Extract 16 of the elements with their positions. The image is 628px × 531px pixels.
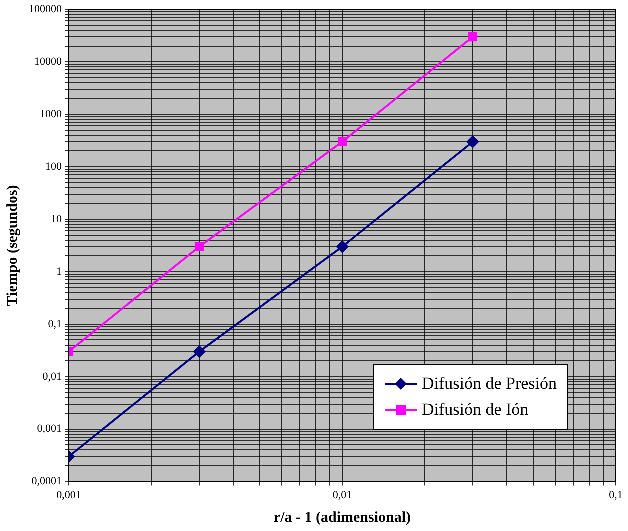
- y-tick-label: 1000: [40, 108, 62, 120]
- legend-label: Difusión de Presión: [422, 372, 557, 395]
- y-tick-label: 1: [56, 266, 62, 278]
- y-tick-label: 10000: [34, 56, 62, 68]
- x-tick-label: 0,01: [332, 489, 352, 502]
- y-tick-label: 10: [51, 213, 62, 226]
- y-tick-label: 100000: [29, 3, 62, 16]
- y-tick-label: 0,01: [42, 370, 62, 383]
- y-tick-label: 0,001: [37, 423, 62, 436]
- y-tick-label: 100: [46, 160, 62, 173]
- y-tick-label: 0,0001: [32, 476, 62, 488]
- x-axis-title: r/a - 1 (adimensional): [274, 510, 412, 526]
- y-tick-label: 0,1: [48, 318, 62, 330]
- x-tick-label: 0,1: [609, 489, 623, 502]
- y-axis-title: Tiempo (segundos): [4, 185, 21, 306]
- legend-label: Difusión de Ión: [422, 398, 529, 421]
